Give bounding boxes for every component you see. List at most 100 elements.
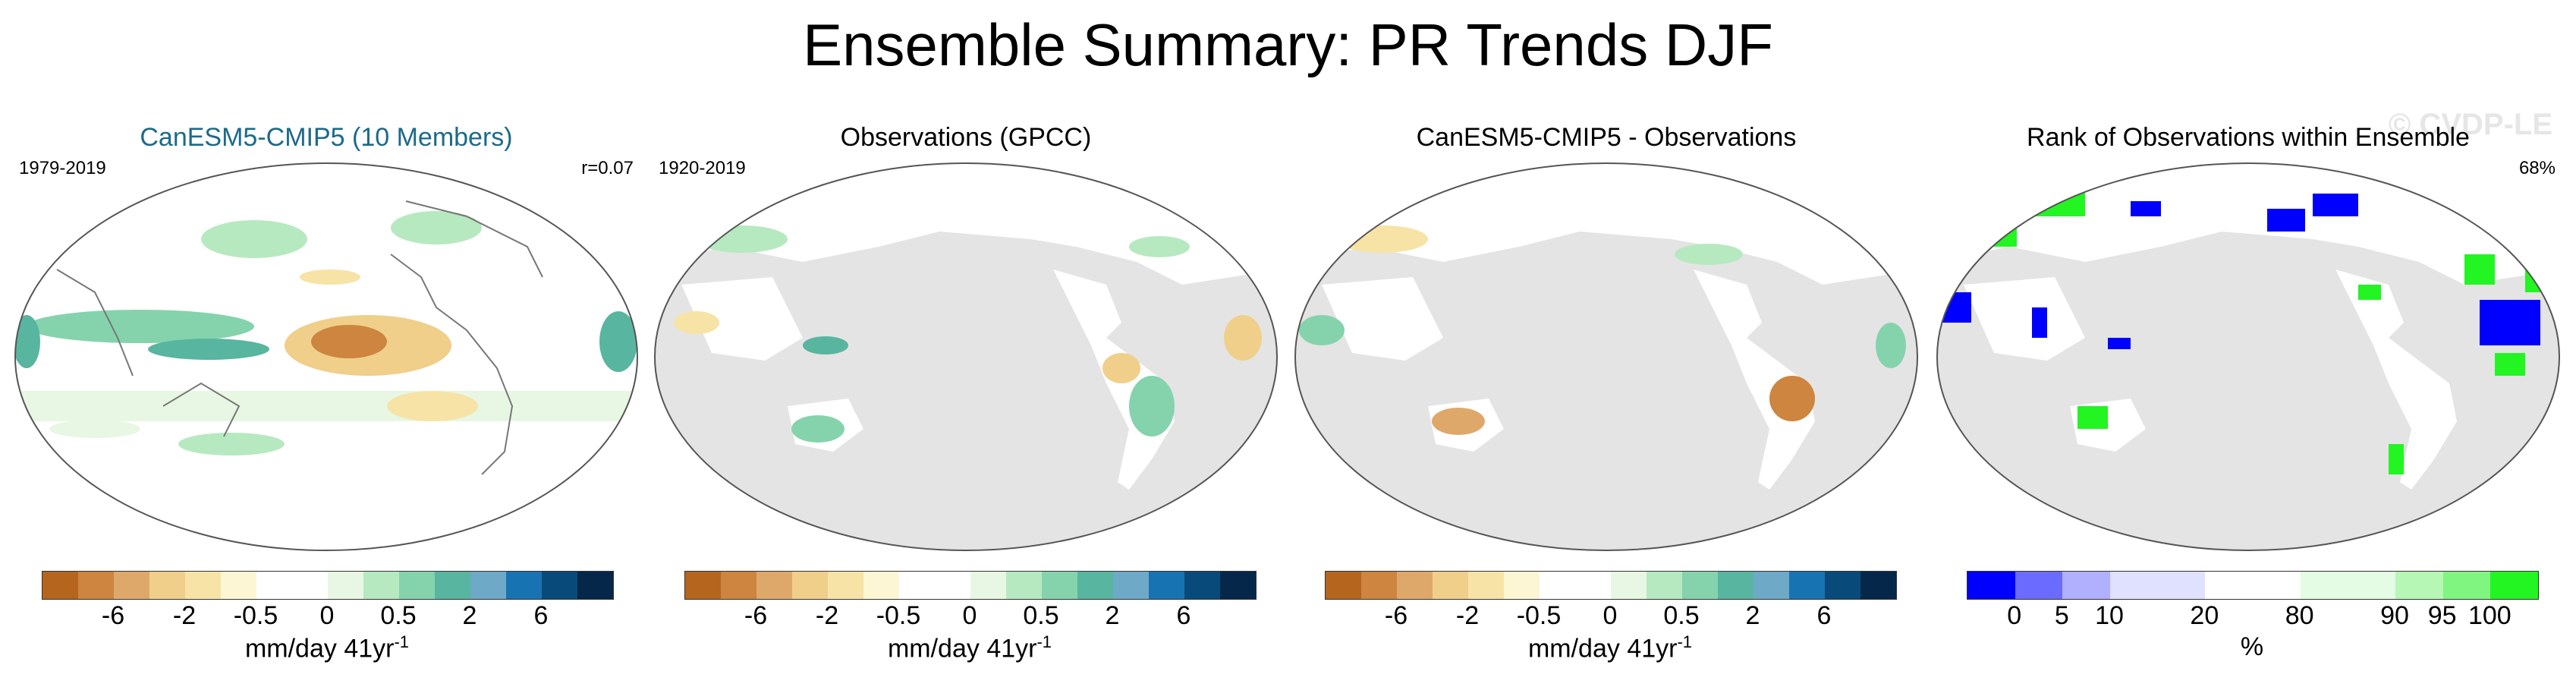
rank-patch [2358,285,2381,300]
rank-patch [2313,194,2358,216]
watermark: © CVDP-LE [2388,108,2552,141]
panel-title: Rank of Observations within Ensemble [2027,123,2470,152]
rank-patch [2077,406,2108,429]
colorbar-swatch [1967,572,2015,599]
colorbar-tick-label: 0.5 [380,601,417,630]
colorbar-swatch [1754,572,1789,599]
rank-patch [1979,224,2017,247]
colorbar-tick-label: -2 [1455,601,1480,630]
trend-patch [1129,376,1175,436]
trend-patch [1769,376,1815,421]
colorbar-unit: mm/day 41yr-1 [244,632,410,663]
trend-patch [300,269,360,285]
trend-patch [1224,315,1262,361]
trend-patch [1102,353,1140,383]
colorbar-tick-label: -6 [101,601,125,630]
colorbar-tick-label: 0 [319,601,335,630]
colorbar-tick-label: 2 [462,601,477,630]
colorbar-swatch [149,572,185,599]
colorbar-swatch [828,572,863,599]
colorbar-tick-label: 100 [2467,601,2512,630]
colorbar-swatch [470,572,506,599]
colorbar-tick-label: 80 [2285,601,2314,630]
colorbar-swatch [1504,572,1540,599]
colorbar-swatch [2062,572,2111,599]
colorbar-swatch [221,572,256,599]
panel-observations: Observations (GPCC) 1920-2019 [651,114,1281,562]
trend-patch [148,339,269,360]
colorbar-swatch [542,572,577,599]
colorbar-swatch [78,572,114,599]
period-label: 1920-2019 [659,158,746,178]
colorbar-swatch [935,572,970,599]
colorbar-swatch [1149,572,1184,599]
correlation-label: r=0.07 [581,158,634,178]
colorbar-swatch [2253,572,2301,599]
trend-patch [391,211,482,244]
rank-patch [2131,201,2161,216]
colorbar-swatch [970,572,1006,599]
map-observations [654,162,1278,551]
colorbar-swatch [1575,572,1611,599]
land-america [1694,269,1815,490]
colorbar-swatch [2490,572,2539,599]
trend-patch [599,311,637,372]
colorbar-swatch [1468,572,1504,599]
figure-title: Ensemble Summary: PR Trends DJF [803,11,1773,78]
land-asia [681,277,803,361]
colorbar-swatch [1326,572,1361,599]
colorbar-tick-label: -2 [172,601,197,630]
period-label: 1979-2019 [19,158,106,178]
colorbar-tick-label: 0.5 [1663,601,1700,630]
rank-patch [2032,307,2047,338]
map-model [14,162,638,551]
colorbar-swatch [1220,572,1256,599]
colorbar-swatch [1113,572,1149,599]
rank-patch [2464,254,2495,285]
colorbar-swatch [185,572,221,599]
colorbar-swatch [685,572,721,599]
colorbar-tick-label: 0 [1603,601,1618,630]
rank-patch [2017,186,2085,216]
colorbar-tick-label: -6 [1384,601,1408,630]
colorbar-swatch [256,572,292,599]
colorbar-swatch [1860,572,1896,599]
colorbar-swatch [363,572,399,599]
colorbar-tick-label: -6 [744,601,768,630]
map-rank [1936,162,2560,551]
panel-title: CanESM5-CMIP5 - Observations [1416,123,1797,152]
colorbar-swatch [1611,572,1647,599]
colorbar-tick-label: 10 [2095,601,2124,630]
colorbar-swatch [1718,572,1754,599]
colorbar-unit: mm/day 41yr-1 [887,632,1052,663]
panel-title: Observations (GPCC) [840,123,1092,152]
panel-title: CanESM5-CMIP5 (10 Members) [140,123,513,152]
trend-patch [1337,225,1428,253]
land-asia [1964,277,2085,361]
colorbar-swatch [792,572,828,599]
rank-patch [2525,262,2556,292]
colorbar-swatch [114,572,149,599]
colorbar-tick-label: 0 [962,601,977,630]
colorbar-swatch [1397,572,1433,599]
trend-patch [1299,315,1345,345]
colorbar-tick-label: 90 [2380,601,2409,630]
colorbar-swatch [399,572,435,599]
colorbar-tick-label: 2 [1745,601,1760,630]
coastline [56,200,543,475]
colorbar-swatch [1433,572,1468,599]
panel-difference: CanESM5-CMIP5 - Observations [1291,114,1921,562]
trend-patch [49,420,140,438]
rank-patch [2389,444,2404,474]
colorbar-swatch [1825,572,1860,599]
colorbar-swatch [42,572,78,599]
colorbar-swatch [328,572,363,599]
colorbar-swatch [2300,572,2348,599]
colorbar-swatch [2348,572,2396,599]
colorbar-swatch [756,572,792,599]
colorbar-swatch [2157,572,2206,599]
trend-patch [803,336,848,355]
panel-model: CanESM5-CMIP5 (10 Members) 1979-2019 r=0… [11,114,641,562]
trend-patch [15,315,40,368]
colorbar-swatch [2442,572,2491,599]
